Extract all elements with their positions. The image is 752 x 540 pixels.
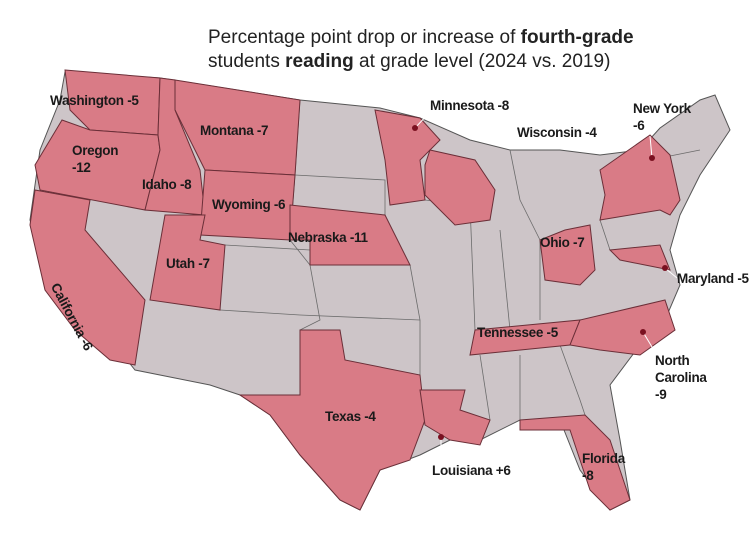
state-change: -5	[546, 325, 559, 340]
title-text: Percentage point drop or increase of	[208, 27, 516, 48]
state	[599, 134, 681, 221]
state-name: Texas	[325, 409, 361, 424]
state-label: Wyoming -6	[212, 196, 312, 213]
state-label: North Carolina -9	[655, 352, 715, 403]
state-name: Oregon	[72, 143, 119, 158]
state-name: Washington	[50, 93, 124, 108]
state-name: Minnesota	[430, 98, 495, 113]
state-label: Montana -7	[200, 122, 320, 139]
state	[519, 414, 631, 511]
state-name: Wyoming	[212, 197, 271, 212]
state-label: Texas -4	[325, 408, 415, 425]
state-change: -7	[573, 235, 585, 250]
state-change: -8	[497, 98, 510, 113]
state-change: -12	[72, 160, 91, 175]
marker-dot	[412, 125, 418, 131]
state	[608, 244, 671, 271]
state-name: Wisconsin	[517, 125, 582, 140]
state-name: New York	[633, 101, 691, 116]
state-label: Ohio -7	[540, 234, 610, 251]
marker-dot	[662, 265, 668, 271]
state	[374, 109, 441, 206]
leader-line	[642, 331, 656, 353]
state-change: -6	[633, 118, 645, 133]
title: Percentage point drop or increase of fou…	[208, 26, 688, 74]
state	[29, 189, 146, 366]
state-change: -9	[655, 387, 667, 402]
state-label: Wisconsin -4	[517, 124, 627, 141]
marker-dot	[438, 434, 444, 440]
state-name: Montana	[200, 123, 254, 138]
state-label: Idaho -8	[142, 176, 222, 193]
state-change: -5	[737, 271, 749, 286]
state-change: -5	[127, 93, 139, 108]
state-change: +6	[495, 463, 511, 478]
leader-line	[414, 111, 431, 129]
highlighted-states	[29, 69, 681, 511]
state-name: Florida	[582, 451, 625, 466]
state-name: Nebraska	[288, 230, 347, 245]
title-bold: reading	[285, 51, 354, 72]
state	[149, 214, 226, 311]
state-label: Tennessee -5	[477, 324, 577, 341]
state-name: Louisiana	[432, 463, 493, 478]
state-name: Maryland	[677, 271, 734, 286]
state-label: Utah -7	[166, 255, 236, 272]
state-change: -6	[273, 197, 286, 212]
state-change: -7	[256, 123, 269, 138]
state-label: Washington -5	[50, 92, 190, 109]
marker-dot	[649, 155, 655, 161]
state-borders	[219, 99, 701, 421]
state-name: Tennessee	[477, 325, 544, 340]
state	[238, 329, 426, 511]
title-text: students	[208, 51, 280, 72]
state-change: -4	[585, 125, 597, 140]
leader-line	[494, 131, 516, 141]
state-name: Idaho	[142, 177, 177, 192]
state	[289, 204, 411, 266]
state-label: Louisiana +6	[432, 462, 552, 479]
state-label: Nebraska -11	[288, 229, 408, 246]
state-change: -8	[179, 177, 192, 192]
state-label: Minnesota -8	[430, 97, 540, 114]
title-text: at grade level (2024 vs. 2019)	[359, 51, 611, 72]
state-change: -4	[364, 409, 376, 424]
state-label: Oregon -12	[72, 142, 132, 176]
state-change: -8	[582, 468, 594, 483]
state	[539, 224, 596, 286]
state-label: Maryland -5	[677, 270, 752, 287]
state-label: New York -6	[633, 100, 693, 134]
state	[424, 149, 496, 226]
state-name: North Carolina	[655, 353, 707, 385]
state-change: -6	[77, 335, 96, 353]
state-name: Ohio	[540, 235, 570, 250]
markers	[412, 111, 678, 460]
state-label: Florida -8	[582, 450, 625, 484]
state	[419, 389, 491, 446]
state-name: Utah	[166, 256, 195, 271]
title-bold: fourth-grade	[520, 27, 634, 48]
marker-dot	[640, 329, 646, 335]
state-change: -11	[349, 230, 368, 245]
leader-line	[649, 135, 653, 159]
state-change: -7	[198, 256, 210, 271]
